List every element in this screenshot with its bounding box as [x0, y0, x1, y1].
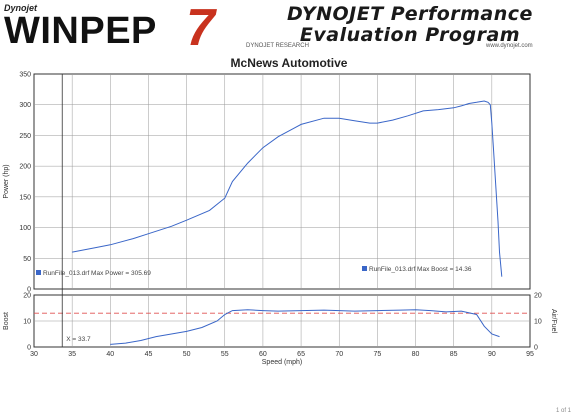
- logo-version-text: 7: [186, 0, 217, 48]
- xtick-label: 85: [450, 351, 458, 358]
- page-mark: 1 of 1: [556, 408, 572, 414]
- website-label: www.dynojet.com: [486, 43, 533, 49]
- airfuel-ytick-label: 20: [534, 293, 542, 300]
- logo-graphic: Dynojet WINPEP 7: [0, 0, 235, 57]
- airfuel-ytick-label: 10: [534, 319, 542, 326]
- xtick-label: 45: [145, 351, 153, 358]
- xtick-label: 90: [488, 351, 496, 358]
- power-ytick-label: 0: [27, 287, 31, 294]
- xtick-label: 30: [30, 351, 38, 358]
- xtick-label: 70: [335, 351, 343, 358]
- xtick-label: 35: [68, 351, 76, 358]
- boost-ytick-label: 20: [23, 293, 31, 300]
- xtick-label: 75: [373, 351, 381, 358]
- cursor-readout: X = 33.7: [66, 336, 91, 343]
- power-ytick-label: 50: [23, 256, 31, 263]
- xtick-label: 40: [106, 351, 114, 358]
- research-label: DYNOJET RESEARCH: [246, 43, 309, 49]
- power-ytick-label: 150: [19, 194, 31, 201]
- power-ylabel: Power (hp): [3, 164, 10, 198]
- logo-main-text: WINPEP: [4, 10, 157, 48]
- boost-ylabel: Boost: [3, 312, 10, 330]
- xtick-label: 60: [259, 351, 267, 358]
- power-curve: [72, 100, 503, 277]
- power-ytick-label: 100: [19, 225, 31, 232]
- power-ytick-label: 300: [19, 102, 31, 109]
- power-ytick-label: 250: [19, 133, 31, 140]
- xtick-label: 65: [297, 351, 305, 358]
- xtick-label: 55: [221, 351, 229, 358]
- airfuel-ylabel: Air/Fuel: [550, 309, 557, 334]
- power-legend-swatch: [36, 270, 41, 275]
- power-ytick-label: 200: [19, 164, 31, 171]
- boost-ytick-label: 10: [23, 319, 31, 326]
- boost-legend-swatch: [362, 266, 367, 271]
- logo-small-text: Dynojet: [4, 3, 38, 13]
- boost-legend-text: RunFile_013.drf Max Boost = 14.36: [369, 266, 472, 273]
- airfuel-ytick-label: 0: [534, 345, 538, 352]
- brand-title: DYNOJET Performance Evaluation Program: [250, 4, 570, 46]
- company-title: McNews Automotive: [230, 56, 348, 70]
- power-plot-frame: [33, 73, 531, 290]
- power-legend-text: RunFile_013.drf Max Power = 305.69: [43, 270, 151, 277]
- xtick-label: 95: [526, 351, 534, 358]
- power-panel: 0 50 100 150 200 250 300 350 Power (hp) RunFile_0…: [3, 72, 531, 294]
- winpep-logo: Dynojet WINPEP 7: [0, 0, 240, 57]
- boost-curve: [110, 309, 500, 345]
- boost-ytick-label: 0: [27, 345, 31, 352]
- brand-line-1: DYNOJET Performance: [287, 3, 533, 25]
- x-axis-label: Speed (mph): [262, 359, 302, 366]
- brand-line-2: Evaluation Program: [299, 24, 521, 46]
- power-ytick-label: 350: [19, 72, 31, 79]
- xtick-label: 50: [183, 351, 191, 358]
- xtick-label: 80: [412, 351, 420, 358]
